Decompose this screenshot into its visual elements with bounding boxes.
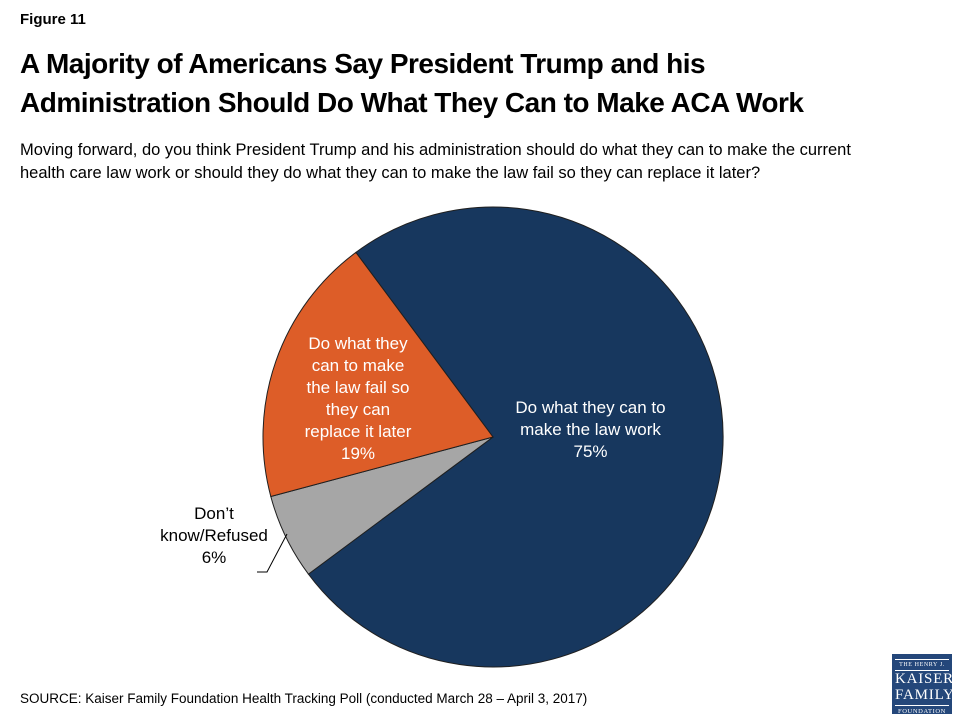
kff-logo-family: FAMILY — [895, 687, 955, 703]
slice-label-dont-know-refused: Don’t know/Refused 6% — [160, 504, 268, 567]
pie-slice — [307, 206, 724, 668]
kff-logo-kaiser: KAISER — [895, 671, 954, 687]
pie-slice — [262, 251, 494, 498]
slice-label-make-law-fail: Do what they can to make the law fail so… — [304, 334, 412, 463]
figure-label: Figure 11 — [20, 11, 86, 28]
kff-logo-tagline: THE HENRY J. — [895, 659, 949, 671]
kff-logo: THE HENRY J. KAISER FAMILY FOUNDATION — [892, 654, 955, 716]
survey-question: Moving forward, do you think President T… — [20, 141, 851, 183]
page-title: A Majority of Americans Say President Tr… — [20, 48, 804, 119]
source-note: SOURCE: Kaiser Family Foundation Health … — [20, 691, 588, 706]
leader-line — [257, 533, 288, 573]
kff-logo-foundation: FOUNDATION — [895, 705, 949, 716]
slice-label-make-law-work: Do what they can to make the law work 75… — [515, 398, 666, 461]
